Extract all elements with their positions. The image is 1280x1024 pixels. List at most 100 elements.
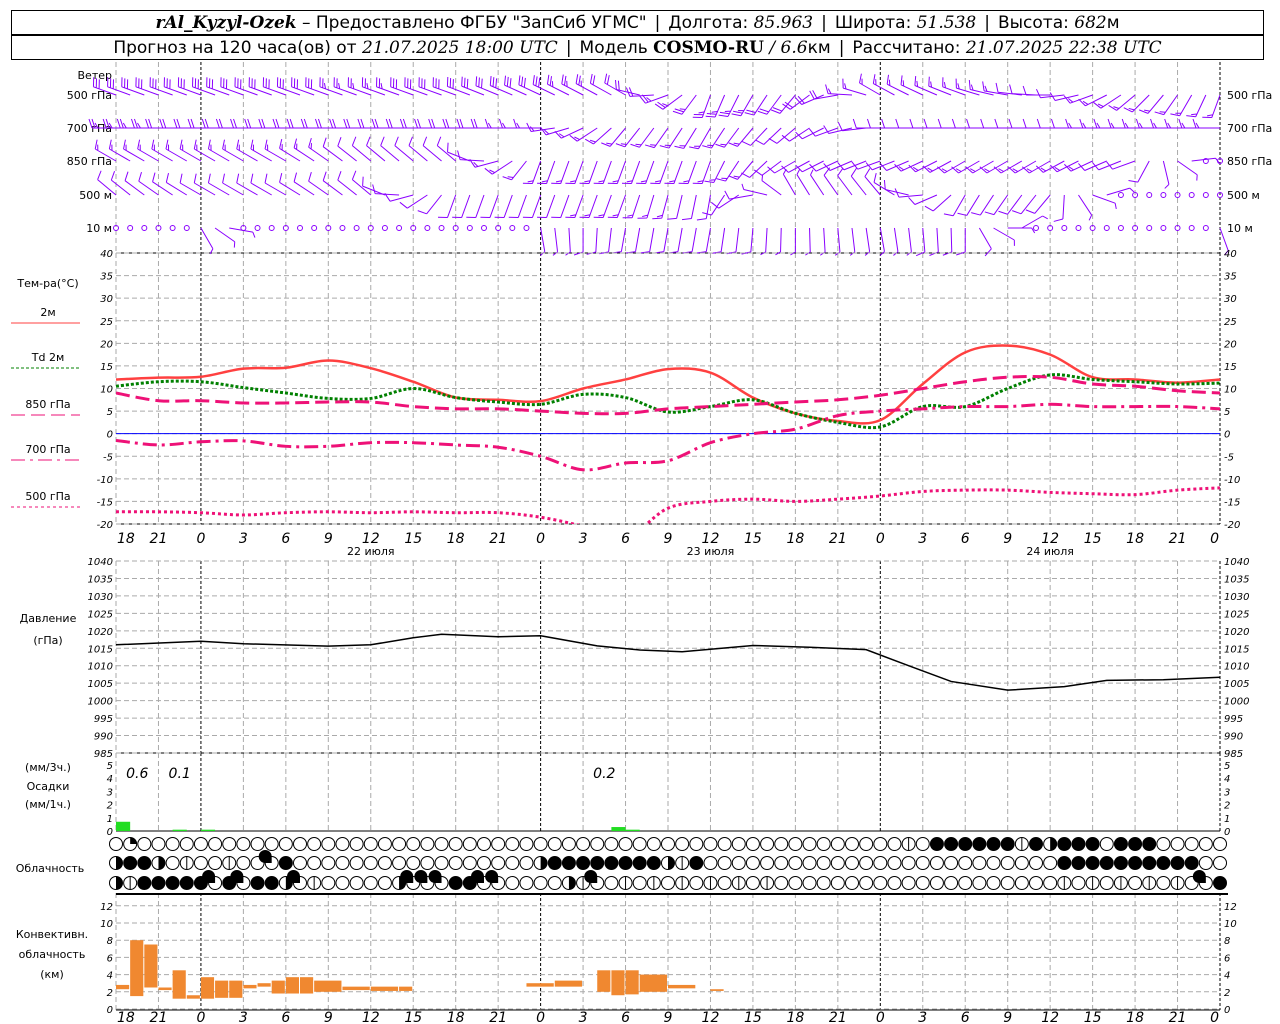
cloud-cover-icon	[802, 837, 817, 851]
cloud-cover-icon	[788, 856, 803, 870]
cloud-cover-icon	[887, 856, 902, 870]
conv-cloud-bar	[554, 980, 583, 987]
cloud-cover-icon	[165, 876, 180, 890]
precip-3h-total: 0.2	[593, 766, 615, 782]
wind-barb-icon	[915, 227, 926, 257]
wind-barb-icon	[250, 173, 272, 196]
wind-barb-icon	[121, 77, 145, 96]
wind-barb-icon	[244, 118, 272, 129]
wind-barb-icon	[823, 167, 839, 196]
cloud-title: Облачность	[16, 862, 85, 875]
wind-barb-icon	[276, 77, 301, 96]
wind-barb-icon	[607, 194, 627, 219]
calm-wind-icon	[1132, 225, 1139, 231]
calm-wind-icon	[240, 225, 247, 231]
wind-barb-icon	[343, 118, 371, 129]
conv-title-2: облачность	[19, 948, 86, 961]
conv-cloud-bar	[243, 984, 257, 989]
cloud-cover-icon	[462, 856, 477, 870]
wind-barb-icon	[192, 77, 216, 96]
cloud-cover-icon	[1213, 876, 1227, 890]
calm-wind-icon	[183, 225, 190, 231]
wind-barb-icon	[262, 77, 287, 96]
wind-barb-icon	[586, 227, 598, 255]
cloud-cover-icon	[958, 837, 973, 851]
temp-tick-left: 0	[107, 430, 113, 441]
wind-barb-icon	[1053, 194, 1065, 222]
time-tick-label-bottom: 0	[876, 1010, 885, 1024]
lon-value: 85.963	[753, 12, 814, 33]
time-tick-label-bottom: 0	[1210, 1010, 1219, 1024]
wind-barb-icon	[1063, 160, 1093, 172]
time-tick-label-bottom: 21	[1169, 1010, 1187, 1024]
wind-barb-icon	[408, 136, 428, 162]
wind-barb-icon	[1078, 194, 1093, 221]
wind-barb-icon	[625, 87, 654, 97]
time-tick-label-bottom: 12	[1041, 1010, 1059, 1024]
time-tick-label: 15	[744, 531, 762, 547]
cloud-cover-icon	[321, 856, 336, 870]
cloud-cover-icon	[377, 837, 392, 851]
time-tick-label-bottom: 21	[150, 1010, 168, 1024]
wind-barb-icon	[998, 194, 1023, 215]
precip-tick-right: 3	[1224, 787, 1230, 798]
wind-barb-icon	[604, 73, 626, 96]
wind-barb-icon	[1135, 118, 1164, 129]
calm-wind-icon	[155, 225, 162, 231]
calm-wind-icon	[1033, 225, 1039, 231]
wind-barb-icon	[768, 127, 796, 144]
cloud-cover-icon	[1099, 856, 1114, 870]
calm-wind-icon	[254, 225, 261, 231]
time-tick-label: 18	[786, 531, 804, 547]
pressure-unit: (гПа)	[33, 634, 62, 647]
time-tick-label: 3	[239, 531, 248, 547]
precip-1h-unit: (мм/1ч.)	[25, 798, 71, 811]
conv-cloud-bar	[144, 944, 158, 988]
conv-cloud-bar	[597, 970, 611, 992]
time-tick-label-bottom: 6	[281, 1010, 290, 1024]
pressure-tick-right: 1005	[1224, 679, 1249, 690]
lon-label: Долгота:	[668, 12, 749, 33]
time-tick-label-bottom: 18	[1126, 1010, 1144, 1024]
station-name: rAl_Kyzyl-Ozek	[155, 12, 297, 33]
wind-barb-icon	[664, 160, 683, 185]
wind-barb-icon	[716, 160, 740, 182]
wind-barb-icon	[264, 173, 287, 196]
time-tick-label-bottom: 3	[239, 1010, 248, 1024]
wind-barb-icon	[775, 227, 782, 256]
wind-barb-icon	[264, 139, 287, 162]
wind-barb-icon	[741, 183, 768, 196]
cloud-cover-icon	[1128, 837, 1143, 851]
wind-barb-icon	[957, 194, 980, 216]
wind-barb-icon	[179, 173, 202, 196]
conv-tick-left: 2	[107, 988, 113, 999]
wind-barb-icon	[1164, 118, 1192, 129]
time-tick-label: 18	[117, 531, 135, 547]
conv-cloud-bar	[300, 977, 314, 994]
wind-barb-icon	[837, 167, 853, 196]
cloud-cover-icon	[547, 876, 562, 890]
cloud-cover-icon	[745, 837, 760, 851]
calm-wind-icon	[523, 225, 530, 231]
wind-barb-icon	[955, 78, 980, 96]
wind-barb-icon	[834, 227, 841, 256]
wind-barb-icon	[329, 118, 357, 129]
wind-barb-icon	[1021, 215, 1048, 229]
time-tick-label: 18	[1126, 531, 1144, 547]
wind-barb-icon	[361, 77, 386, 96]
wind-barb-icon	[107, 77, 131, 96]
temp-tick-left: 40	[100, 249, 113, 260]
wind-barb-icon	[250, 139, 272, 162]
wind-barb-icon	[782, 168, 796, 196]
temp-series-4	[116, 486, 1220, 524]
wind-barb-icon	[809, 90, 838, 100]
wind-barb-icon	[726, 227, 740, 255]
cloud-cover-icon	[477, 856, 491, 870]
calc-label: Рассчитано:	[852, 37, 961, 58]
wind-barb-icon	[498, 118, 527, 129]
wind-barb-icon	[88, 118, 116, 129]
wind-barb-icon	[308, 171, 329, 196]
wind-barb-icon	[1107, 118, 1136, 129]
cloud-cover-icon	[816, 856, 831, 870]
wind-barb-icon	[652, 194, 669, 220]
